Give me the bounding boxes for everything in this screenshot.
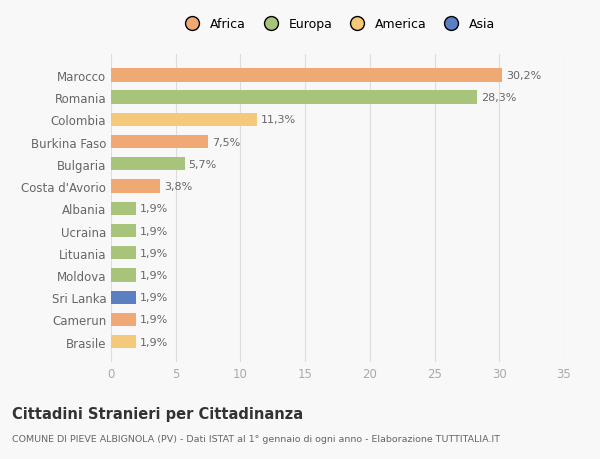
- Text: 1,9%: 1,9%: [139, 292, 168, 302]
- Text: 3,8%: 3,8%: [164, 182, 193, 192]
- Bar: [111, 246, 136, 260]
- Legend: Africa, Europa, America, Asia: Africa, Europa, America, Asia: [180, 18, 495, 31]
- Text: 1,9%: 1,9%: [139, 315, 168, 325]
- Text: 7,5%: 7,5%: [212, 137, 240, 147]
- Bar: [111, 69, 502, 82]
- Text: 11,3%: 11,3%: [261, 115, 296, 125]
- Bar: [111, 113, 257, 127]
- Text: 5,7%: 5,7%: [188, 159, 217, 169]
- Text: 1,9%: 1,9%: [139, 248, 168, 258]
- Bar: [111, 269, 136, 282]
- Bar: [111, 135, 208, 149]
- Bar: [111, 313, 136, 326]
- Text: Cittadini Stranieri per Cittadinanza: Cittadini Stranieri per Cittadinanza: [12, 406, 303, 421]
- Bar: [111, 180, 160, 193]
- Text: 1,9%: 1,9%: [139, 204, 168, 214]
- Bar: [111, 336, 136, 349]
- Text: 1,9%: 1,9%: [139, 337, 168, 347]
- Bar: [111, 202, 136, 216]
- Text: 28,3%: 28,3%: [481, 93, 517, 103]
- Bar: [111, 158, 185, 171]
- Text: COMUNE DI PIEVE ALBIGNOLA (PV) - Dati ISTAT al 1° gennaio di ogni anno - Elabora: COMUNE DI PIEVE ALBIGNOLA (PV) - Dati IS…: [12, 434, 500, 443]
- Bar: [111, 291, 136, 304]
- Text: 1,9%: 1,9%: [139, 270, 168, 280]
- Text: 30,2%: 30,2%: [506, 71, 541, 81]
- Text: 1,9%: 1,9%: [139, 226, 168, 236]
- Bar: [111, 224, 136, 238]
- Bar: [111, 91, 477, 105]
